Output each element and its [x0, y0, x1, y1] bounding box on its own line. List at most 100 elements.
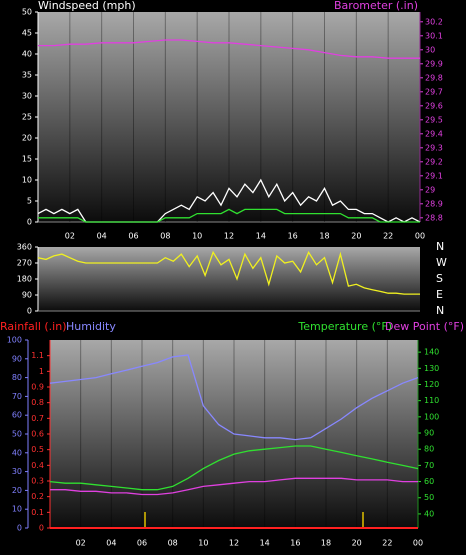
y-tick-label: 30: [12, 467, 22, 476]
compass-label: W: [436, 256, 447, 269]
series-line: [49, 354, 419, 441]
x-tick-label: 22: [383, 232, 393, 241]
x-tick-label: 22: [382, 539, 392, 548]
x-tick-label: 10: [198, 539, 208, 548]
y-tick-label: 10: [22, 176, 32, 185]
y-tick-label: 90: [12, 354, 22, 363]
x-tick-label: 08: [160, 232, 170, 241]
plot-bg: [38, 12, 420, 222]
legend-label: Humidity: [66, 320, 116, 333]
x-tick-label: 04: [106, 539, 116, 548]
y-tick-label: 90: [424, 429, 434, 438]
series-line: [38, 39, 420, 59]
y-tick-label: 0: [27, 307, 32, 316]
y-tick-label: 50: [424, 493, 434, 502]
y-tick-label: 35: [22, 71, 32, 80]
y-tick-label: 29: [425, 185, 435, 194]
x-tick-label: 00: [415, 232, 425, 241]
x-tick-label: 08: [168, 539, 178, 548]
y-tick-label: 0.9: [31, 383, 44, 392]
y-tick-label: 0: [27, 218, 32, 227]
y-tick-label: 70: [424, 461, 434, 470]
compass-label: N: [436, 304, 444, 317]
series-line: [38, 208, 420, 223]
y-tick-label: 40: [424, 509, 434, 518]
y-tick-label: 29.3: [425, 143, 443, 152]
y-tick-label: 80: [424, 445, 434, 454]
y-tick-label: 270: [17, 259, 32, 268]
x-tick-label: 10: [192, 232, 202, 241]
y-tick-label: 40: [22, 50, 32, 59]
y-tick-label: 29.9: [425, 59, 443, 68]
series-line: [49, 445, 419, 491]
compass-label: N: [436, 240, 444, 253]
y-tick-label: 120: [424, 380, 439, 389]
y-tick-label: 29.4: [425, 129, 443, 138]
y-tick-label: 130: [424, 364, 439, 373]
y-tick-label: 10: [12, 505, 22, 514]
x-tick-label: 06: [137, 539, 147, 548]
y-tick-label: 360: [17, 243, 32, 252]
y-tick-label: 60: [12, 411, 22, 420]
x-tick-label: 20: [352, 539, 362, 548]
y-tick-label: 0: [17, 524, 22, 533]
legend-label: Windspeed (mph): [38, 0, 136, 12]
series-line: [50, 477, 418, 496]
y-tick-label: 29.7: [425, 87, 443, 96]
series-line: [37, 250, 420, 295]
y-tick-label: 29.6: [425, 101, 443, 110]
plot-bg: [38, 247, 420, 311]
y-tick-label: 5: [27, 197, 32, 206]
x-tick-label: 14: [256, 232, 266, 241]
y-tick-label: 50: [22, 8, 32, 17]
compass-label: E: [436, 288, 443, 301]
y-tick-label: 110: [424, 396, 439, 405]
y-tick-label: 0.4: [31, 461, 44, 470]
y-tick-label: 25: [22, 113, 32, 122]
y-tick-label: 28.9: [425, 199, 443, 208]
y-tick-label: 1.1: [31, 351, 44, 360]
y-tick-label: 80: [12, 373, 22, 382]
x-tick-label: 02: [76, 539, 86, 548]
y-tick-label: 0.8: [31, 398, 44, 407]
y-tick-label: 29.8: [425, 73, 443, 82]
legend-label: Rainfall (.in): [0, 320, 67, 333]
x-tick-label: 18: [319, 232, 329, 241]
legend-label: Temperature (°F): [297, 320, 392, 333]
x-tick-label: 18: [321, 539, 331, 548]
legend-label: Dew Point (°F): [385, 320, 464, 333]
y-tick-label: 29.1: [425, 171, 443, 180]
y-tick-label: 30.1: [425, 31, 443, 40]
y-tick-label: 28.8: [425, 213, 443, 222]
y-tick-label: 15: [22, 155, 32, 164]
legend-label: Barometer (.in): [334, 0, 418, 12]
y-tick-label: 100: [424, 412, 439, 421]
x-tick-label: 06: [128, 232, 138, 241]
x-tick-label: 02: [65, 232, 75, 241]
y-tick-label: 30: [425, 45, 435, 54]
y-tick-label: 0.5: [31, 445, 44, 454]
y-tick-label: 0.6: [31, 430, 44, 439]
y-tick-label: 1: [39, 367, 44, 376]
y-tick-label: 70: [12, 392, 22, 401]
y-tick-label: 30.2: [425, 17, 443, 26]
y-tick-label: 30: [22, 92, 32, 101]
y-tick-label: 0.1: [31, 508, 44, 517]
x-tick-label: 12: [229, 539, 239, 548]
x-tick-label: 14: [260, 539, 270, 548]
y-tick-label: 0: [39, 524, 44, 533]
x-tick-label: 04: [97, 232, 107, 241]
y-tick-label: 180: [17, 275, 32, 284]
y-tick-label: 50: [12, 430, 22, 439]
y-tick-label: 0.3: [31, 477, 44, 486]
y-tick-label: 20: [12, 486, 22, 495]
y-tick-label: 40: [12, 448, 22, 457]
x-tick-label: 16: [288, 232, 298, 241]
x-tick-label: 12: [224, 232, 234, 241]
y-tick-label: 45: [22, 29, 32, 38]
y-tick-label: 140: [424, 348, 439, 357]
y-tick-label: 0.2: [31, 492, 44, 501]
x-tick-label: 00: [413, 539, 423, 548]
